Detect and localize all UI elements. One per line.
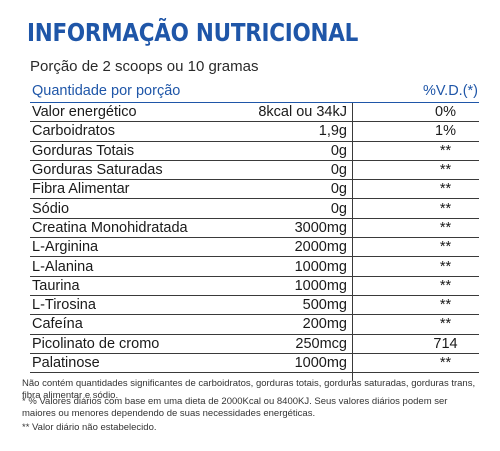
nutrient-daily-value: ** bbox=[439, 316, 452, 333]
column-divider bbox=[352, 103, 353, 381]
table-row: Cafeína 200mg ** bbox=[30, 315, 479, 335]
note-not-established: ** Valor diário não estabelecido. bbox=[22, 422, 157, 433]
header-quantity-label: Quantidade por porção bbox=[32, 83, 181, 99]
nutrient-name: L-Alanina bbox=[32, 258, 94, 275]
nutrient-quantity: 0g bbox=[330, 181, 347, 198]
table-row: Gorduras Saturadas 0g ** bbox=[30, 161, 479, 181]
table-row: Valor energético 8kcal ou 34kJ 0% bbox=[30, 103, 479, 123]
nutrient-quantity: 1000mg bbox=[294, 277, 347, 294]
nutrient-quantity: 500mg bbox=[302, 297, 347, 314]
nutrient-name: Palatinose bbox=[32, 355, 100, 371]
nutrient-name: Valor energético bbox=[32, 104, 137, 121]
nutrient-name: Carboidratos bbox=[32, 123, 116, 140]
nutrient-name: Sódio bbox=[32, 200, 70, 217]
nutrient-daily-value: ** bbox=[439, 142, 452, 159]
nutrient-daily-value: ** bbox=[439, 181, 452, 198]
nutrition-table: Quantidade por porção %V.D.(*) Valor ene… bbox=[30, 80, 479, 381]
nutrient-quantity: 0g bbox=[330, 162, 347, 179]
note-daily-values: * % Valores diários com base em uma diet… bbox=[22, 396, 448, 419]
nutrient-name: Taurina bbox=[32, 277, 80, 294]
nutrient-daily-value: ** bbox=[439, 277, 452, 294]
table-header-row: Quantidade por porção %V.D.(*) bbox=[30, 80, 479, 103]
table-row: Creatina Monohidratada 3000mg ** bbox=[30, 219, 479, 239]
nutrient-name: Creatina Monohidratada bbox=[32, 219, 188, 236]
table-row: Gorduras Totais 0g ** bbox=[30, 142, 479, 161]
nutrient-quantity: 1000mg bbox=[294, 355, 347, 371]
table-row: Taurina 1000mg ** bbox=[30, 277, 479, 296]
table-row: Picolinato de cromo 250mcg 714 bbox=[30, 335, 479, 354]
nutrient-name: Gorduras Totais bbox=[32, 142, 135, 159]
table-row: L-Tirosina 500mg ** bbox=[30, 296, 479, 316]
nutrient-daily-value: ** bbox=[439, 200, 452, 217]
nutrient-quantity: 250mcg bbox=[295, 335, 347, 352]
note-insignificant: Não contém quantidades significantes de … bbox=[22, 378, 476, 401]
nutrient-name: L-Arginina bbox=[32, 239, 99, 256]
nutrient-name: Fibra Alimentar bbox=[32, 181, 130, 198]
nutrient-quantity: 0g bbox=[330, 142, 347, 159]
nutrient-name: Picolinato de cromo bbox=[32, 335, 160, 352]
table-body: Valor energético 8kcal ou 34kJ 0% Carboidra… bbox=[30, 103, 479, 374]
nutrient-daily-value: ** bbox=[439, 162, 452, 179]
nutrient-quantity: 200mg bbox=[302, 316, 347, 333]
nutrient-daily-value: ** bbox=[439, 355, 452, 371]
nutrient-daily-value: ** bbox=[439, 219, 452, 236]
nutrient-name: Cafeína bbox=[32, 316, 83, 333]
serving-size: Porção de 2 scoops ou 10 gramas bbox=[30, 58, 259, 75]
table-row: Palatinose 1000mg ** bbox=[30, 354, 479, 374]
table-row: Fibra Alimentar 0g ** bbox=[30, 180, 479, 200]
nutrient-daily-value: 1% bbox=[435, 123, 456, 140]
nutrient-quantity: 1,9g bbox=[318, 123, 347, 140]
nutrient-name: Gorduras Saturadas bbox=[32, 162, 163, 179]
nutrient-quantity: 3000mg bbox=[294, 219, 347, 236]
table-row: Sódio 0g ** bbox=[30, 199, 479, 219]
nutrient-daily-value: 714 bbox=[433, 335, 458, 352]
nutrient-daily-value: ** bbox=[439, 258, 452, 275]
nutrient-daily-value: ** bbox=[439, 297, 452, 314]
nutrient-name: L-Tirosina bbox=[32, 297, 96, 314]
nutrient-daily-value: 0% bbox=[435, 104, 456, 121]
nutrient-quantity: 0g bbox=[330, 200, 347, 217]
page-title: INFORMAÇÃO NUTRICIONAL bbox=[27, 18, 359, 47]
nutrient-daily-value: ** bbox=[439, 239, 452, 256]
table-row: Carboidratos 1,9g 1% bbox=[30, 122, 479, 142]
table-row: L-Alanina 1000mg ** bbox=[30, 257, 479, 277]
table-row: L-Arginina 2000mg ** bbox=[30, 238, 479, 258]
nutrient-quantity: 1000mg bbox=[294, 258, 347, 275]
nutrient-quantity: 8kcal ou 34kJ bbox=[258, 104, 347, 121]
header-daily-value-label: %V.D.(*) bbox=[422, 83, 478, 99]
nutrient-quantity: 2000mg bbox=[294, 239, 347, 256]
